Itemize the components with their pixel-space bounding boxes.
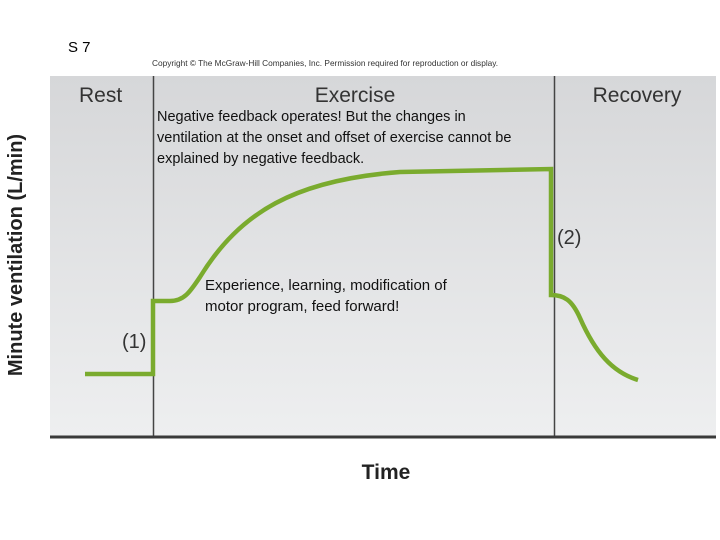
annotation-middle: Experience, learning, modification of mo… bbox=[205, 275, 447, 317]
phase-label: Exercise bbox=[315, 84, 396, 107]
annotation-line: Negative feedback operates! But the chan… bbox=[157, 109, 466, 125]
annotation-line: Experience, learning, modification of bbox=[205, 277, 447, 294]
x-axis-label: Time bbox=[362, 461, 411, 484]
slide-label: S 7 bbox=[68, 39, 91, 56]
annotation-top: Negative feedback operates! But the chan… bbox=[157, 107, 511, 170]
annotation-line: motor program, feed forward! bbox=[205, 298, 400, 315]
ventilation-curve bbox=[85, 166, 639, 383]
plot-background bbox=[50, 76, 716, 438]
marker-label: (1) bbox=[122, 331, 146, 353]
annotation-line: ventilation at the onset and offset of e… bbox=[157, 130, 512, 146]
copyright: Copyright © The McGraw-Hill Companies, I… bbox=[152, 58, 498, 68]
y-axis-label: Minute ventilation (L/min) bbox=[5, 134, 27, 376]
marker-label: (2) bbox=[557, 227, 581, 249]
annotation-line: explained by negative feedback. bbox=[157, 151, 365, 167]
phase-label: Recovery bbox=[593, 84, 682, 107]
phase-label: Rest bbox=[79, 84, 122, 107]
